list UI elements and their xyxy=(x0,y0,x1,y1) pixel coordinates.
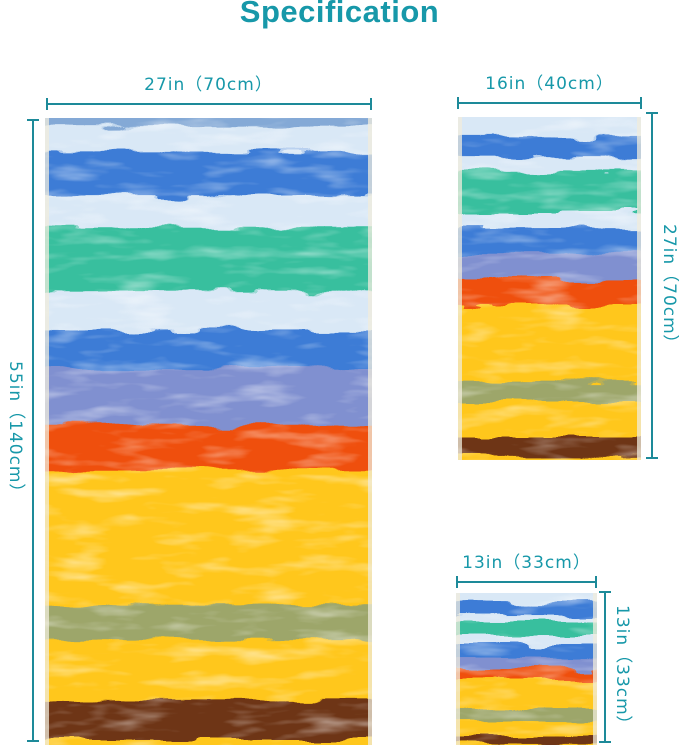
hand-towel-height-dimension-line xyxy=(646,112,658,459)
hand-towel-image xyxy=(458,117,641,460)
hand-towel-width-label: 16in（40cm） xyxy=(485,74,614,94)
washcloth-image xyxy=(456,593,597,745)
hand-towel-height-label: 27in（70cm） xyxy=(659,224,679,353)
washcloth-width-label: 13in（33cm） xyxy=(462,553,591,573)
bath-towel-width-dimension-line xyxy=(46,98,372,110)
washcloth-height-label: 13in（33cm） xyxy=(612,604,632,734)
washcloth-width-dimension-line xyxy=(456,576,597,588)
page-title: Specification xyxy=(239,0,440,29)
bath-towel-width-label: 27in（70cm） xyxy=(144,75,273,95)
hand-towel-width-dimension-line xyxy=(457,97,642,109)
bath-towel-image xyxy=(45,118,372,745)
washcloth-height-dimension-line xyxy=(599,591,611,743)
bath-towel-height-dimension-line xyxy=(27,119,39,742)
bath-towel-height-label: 55in（140cm） xyxy=(5,361,25,502)
